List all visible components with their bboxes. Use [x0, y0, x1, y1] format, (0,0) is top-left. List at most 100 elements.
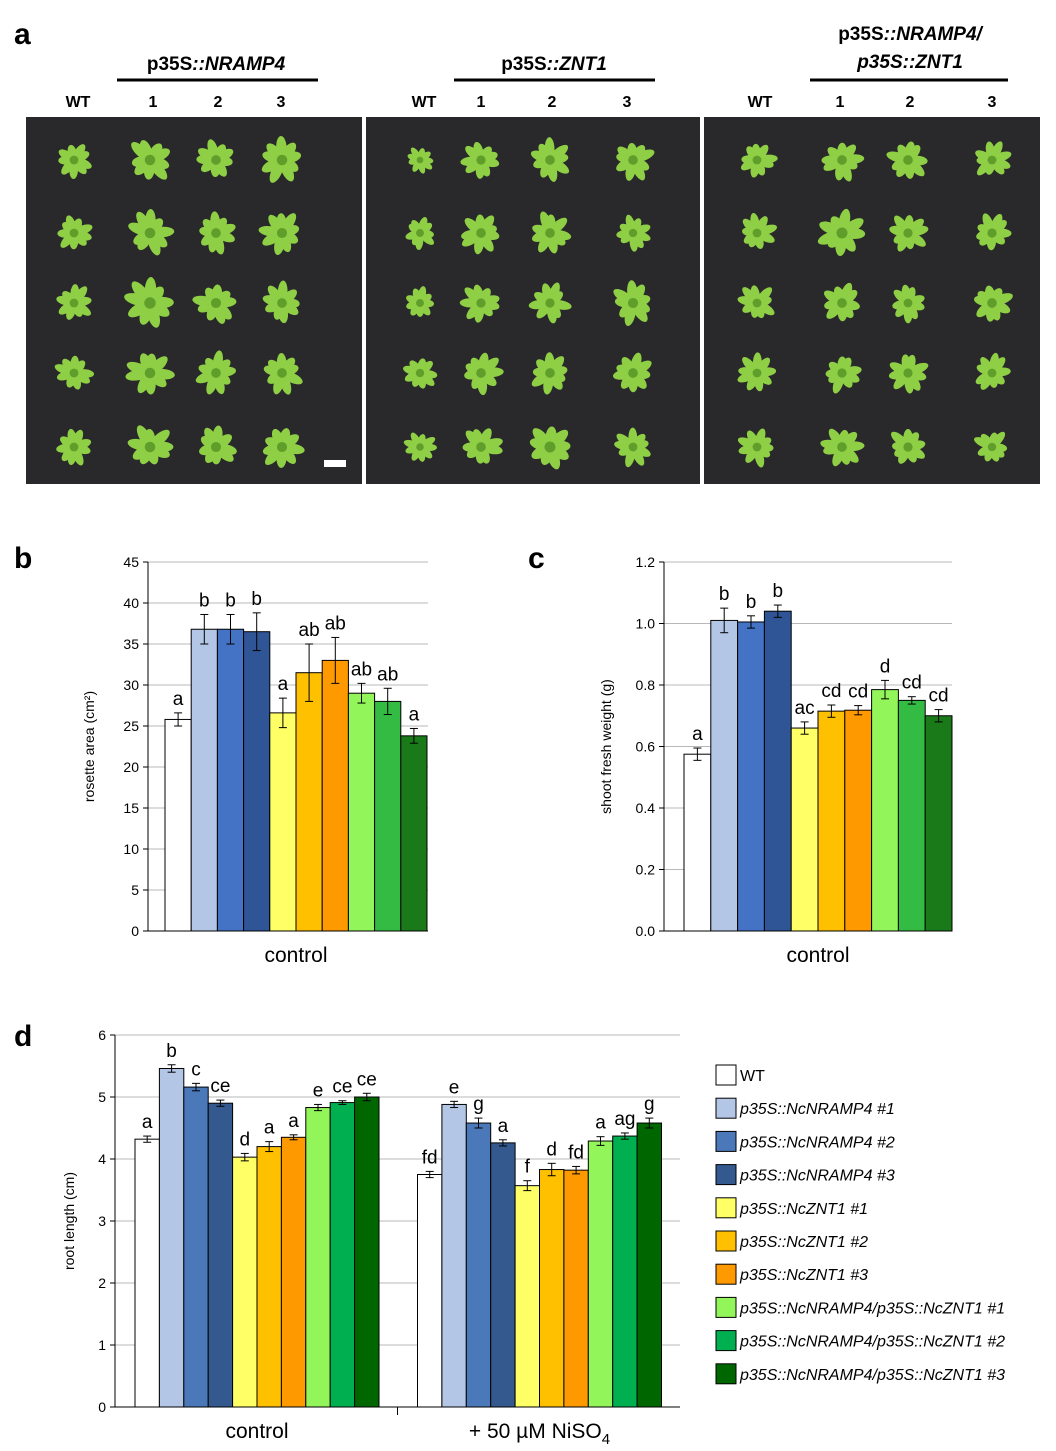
rosette-leaf [985, 141, 995, 161]
rosette-plant [530, 137, 570, 182]
rosette-plant [612, 352, 652, 393]
y-tick-label: 1.2 [636, 554, 656, 570]
rosette-center [69, 298, 79, 308]
rosette-plant [974, 431, 1008, 462]
bar [897, 699, 926, 932]
rosette-center [903, 155, 913, 165]
rosette-plant [128, 209, 175, 256]
significance-letter: b [199, 590, 210, 611]
legend-label: p35S::NcZNT1 #1 [739, 1201, 868, 1218]
rosette-leaf [281, 371, 303, 385]
rosette-leaf [832, 372, 845, 394]
y-tick-label: 35 [123, 636, 139, 652]
rosette-leaf [756, 443, 774, 453]
rosette-plant [258, 213, 300, 256]
rosette-plant [737, 428, 774, 468]
rosette-leaf [549, 217, 568, 234]
rosette-leaf [756, 231, 775, 243]
panel-a-title-znt1: p35S::ZNT1 [501, 54, 607, 75]
x-category-label: control [264, 944, 327, 967]
rosette-plant [888, 354, 929, 394]
rosette-leaf [891, 431, 909, 448]
rosette-center [987, 228, 997, 238]
rosette-plant [58, 144, 92, 180]
rosette-leaf [889, 362, 909, 375]
rosette-center [69, 228, 79, 238]
rosette-center [416, 229, 424, 237]
x-category-label: + 50 µM NiSO4 [469, 1420, 610, 1448]
rosette-center [752, 442, 762, 452]
rosette-plant [464, 352, 504, 396]
rosette-leaf [459, 298, 482, 308]
col-label-3: 3 [277, 94, 286, 111]
rosette-leaf [613, 288, 634, 305]
significance-letter: ab [325, 613, 346, 634]
bar [400, 735, 428, 932]
significance-letter: ce [332, 1077, 352, 1098]
panel-c-letter: c [528, 542, 545, 575]
bar [683, 753, 712, 932]
significance-letter: ac [795, 698, 815, 719]
rosette-plant [531, 352, 568, 395]
significance-letter: a [264, 1118, 275, 1139]
bar [232, 1156, 258, 1408]
rosette-leaf [466, 302, 482, 320]
rosette-center [903, 442, 913, 452]
y-tick-label: 15 [123, 800, 139, 816]
significance-letter: d [546, 1139, 557, 1160]
significance-letter: a [409, 704, 420, 725]
bar [441, 1103, 467, 1408]
rosette-plant [195, 350, 237, 395]
rosette-plant [124, 277, 174, 328]
rosette-center [987, 155, 997, 165]
col-label-2: 2 [214, 94, 223, 111]
rosette-center [144, 154, 156, 166]
panel-a-title-nramp4: p35S::NRAMP4 [147, 54, 286, 75]
col-label-3: 3 [988, 94, 997, 111]
significance-letter: a [595, 1113, 606, 1134]
significance-letter: cd [848, 682, 868, 703]
rosette-leaf [269, 159, 284, 183]
rosette-plant [405, 217, 435, 250]
panel-d-letter: d [14, 1020, 32, 1053]
rosette-center [837, 155, 847, 165]
rosette-plant [742, 213, 777, 250]
significance-letter: cd [821, 681, 841, 702]
y-tick-label: 0 [131, 923, 139, 939]
col-label-2: 2 [906, 94, 915, 111]
rosette-plant [976, 213, 1012, 251]
rosette-leaf [838, 208, 851, 234]
rosette-center [210, 297, 222, 309]
panel-c: c 0.0 0.2 0.4 0.6 0.8 1.0 1.2 shoot fresh weigh… [528, 542, 953, 967]
y-tick-label: 5 [98, 1089, 106, 1105]
significance-letter: ab [299, 620, 320, 641]
rosette-plant [886, 141, 928, 179]
y-tick-label: 5 [131, 882, 139, 898]
rosette-leaf [632, 445, 651, 457]
rosette-center [903, 228, 913, 238]
panel-a-title-double-line1: p35S::NRAMP4/ [838, 24, 983, 45]
rosette-plant [892, 284, 925, 324]
significance-letter: fd [568, 1142, 584, 1163]
rosette-center [545, 228, 555, 238]
significance-letter: b [719, 584, 730, 605]
rosette-leaf [149, 441, 174, 453]
rosette-plant [616, 142, 655, 181]
rosette-center [144, 367, 156, 379]
rosette-plant [262, 280, 300, 324]
rosette-plant [407, 147, 434, 174]
rosette-center [276, 154, 288, 166]
significance-letter: g [473, 1094, 484, 1115]
bar [844, 709, 873, 932]
significance-letter: b [166, 1041, 177, 1062]
y-tick-label: 4 [98, 1151, 106, 1167]
rosette-plant [261, 135, 302, 183]
y-tick-label: 2 [98, 1275, 106, 1291]
legend-swatch [715, 1197, 737, 1219]
rosette-center [628, 228, 638, 238]
rosette-plant [616, 214, 651, 252]
col-label-1: 1 [836, 94, 845, 111]
rosette-plant [263, 353, 303, 395]
significance-letter: a [142, 1112, 153, 1133]
